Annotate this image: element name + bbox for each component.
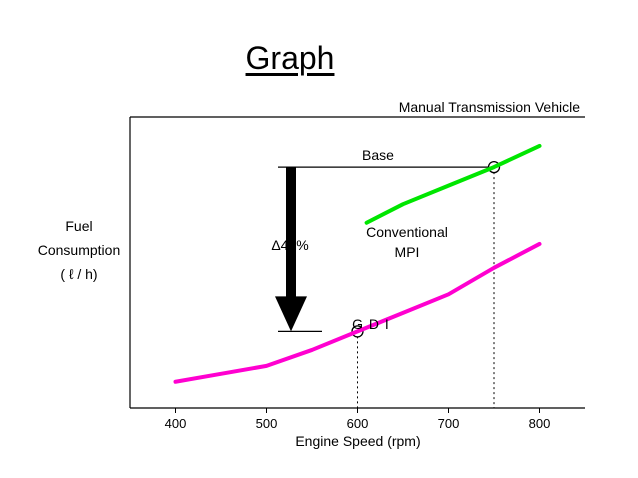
y-axis-label-line: Fuel bbox=[65, 218, 92, 234]
annotation-group: Base Δ40% bbox=[271, 147, 501, 408]
mpi-series-label: MPI bbox=[395, 244, 420, 260]
base-label: Base bbox=[362, 147, 394, 163]
chart-axes bbox=[129, 116, 585, 409]
x-tick-label: 800 bbox=[529, 416, 551, 431]
reduction-arrow-shaft bbox=[286, 167, 296, 298]
series-line-gdi bbox=[173, 241, 542, 384]
reduction-arrow-head bbox=[275, 296, 307, 332]
slide-title: Graph bbox=[245, 40, 335, 76]
y-axis-label: Fuel Consumption ( ℓ / h) bbox=[38, 218, 121, 282]
x-tick-label: 700 bbox=[438, 416, 460, 431]
gdi-series-label: G D I bbox=[352, 316, 390, 332]
reduction-label: Δ40% bbox=[271, 237, 308, 253]
chart-subtitle: Manual Transmission Vehicle bbox=[399, 99, 581, 115]
x-tick-label: 500 bbox=[256, 416, 278, 431]
mpi-series-label: Conventional bbox=[366, 224, 448, 240]
series-group: Conventional MPI G D I bbox=[173, 143, 542, 384]
x-tick-label: 600 bbox=[347, 416, 369, 431]
x-tick-label: 400 bbox=[165, 416, 187, 431]
x-tick-group: 400 500 600 700 800 bbox=[165, 408, 551, 431]
y-axis-label-line: Consumption bbox=[38, 242, 121, 258]
y-axis-label-line: ( ℓ / h) bbox=[60, 266, 97, 282]
x-axis-label: Engine Speed (rpm) bbox=[295, 433, 420, 449]
